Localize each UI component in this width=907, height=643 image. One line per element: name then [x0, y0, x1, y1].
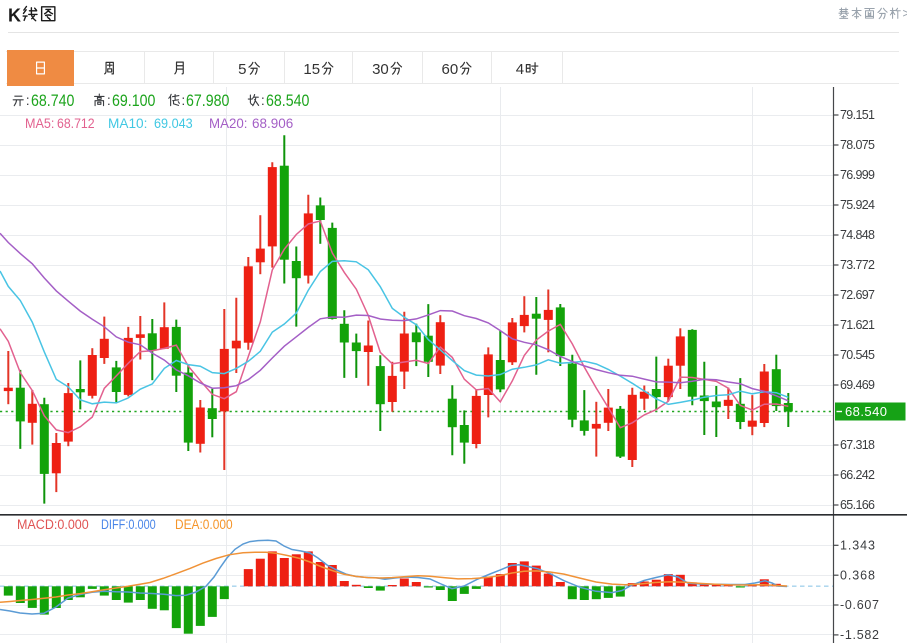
svg-text:72.697: 72.697	[840, 288, 875, 302]
svg-text:4: 4	[516, 61, 524, 78]
svg-text:74.848: 74.848	[840, 228, 875, 242]
svg-text:-0.607: -0.607	[840, 598, 879, 612]
svg-text:-1.582: -1.582	[840, 628, 879, 642]
svg-text:67.318: 67.318	[840, 438, 875, 452]
svg-text:30: 30	[372, 61, 389, 78]
svg-text:66.242: 66.242	[840, 468, 875, 482]
svg-text::: :	[107, 92, 111, 108]
svg-text:76.999: 76.999	[840, 168, 875, 182]
svg-text:75.924: 75.924	[840, 198, 875, 212]
svg-text:68.540: 68.540	[845, 404, 887, 419]
svg-text:1.343: 1.343	[840, 539, 875, 553]
svg-text:71.621: 71.621	[840, 318, 875, 332]
svg-text:5: 5	[238, 61, 246, 78]
svg-text::: :	[26, 92, 30, 108]
svg-text:65.166: 65.166	[840, 498, 875, 512]
svg-text:60: 60	[442, 61, 459, 78]
svg-text:78.075: 78.075	[840, 138, 875, 152]
svg-text:15: 15	[303, 61, 320, 78]
svg-text:0.368: 0.368	[840, 568, 875, 582]
svg-text:73.772: 73.772	[840, 258, 875, 272]
svg-text:>: >	[903, 7, 907, 21]
svg-text:79.151: 79.151	[840, 108, 875, 122]
svg-text:69.469: 69.469	[840, 378, 875, 392]
svg-text::: :	[261, 92, 265, 108]
svg-text::: :	[181, 92, 185, 108]
svg-text:70.545: 70.545	[840, 348, 875, 362]
svg-text:K: K	[8, 6, 21, 26]
